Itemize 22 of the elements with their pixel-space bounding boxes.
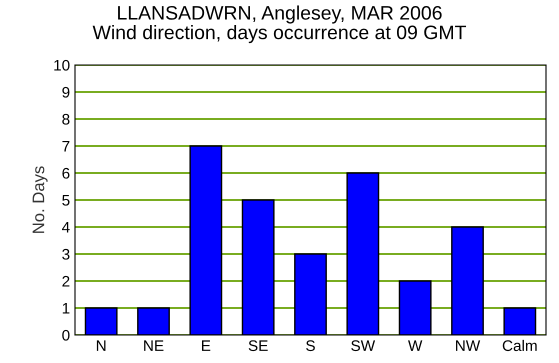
x-tick-label: E (202, 340, 210, 351)
x-tick-label: S (306, 340, 315, 352)
y-tick-label: 7 (62, 141, 70, 152)
x-tick-label: NE (144, 340, 164, 351)
x-tick-label: Calm (502, 340, 537, 352)
y-tick-label: 4 (62, 222, 70, 233)
y-axis-title: No. Days (32, 166, 48, 233)
y-tick-label: 9 (62, 86, 70, 98)
y-tick-label: 2 (62, 276, 70, 287)
x-tick-label: NW (456, 340, 480, 351)
x-tick-label: SW (351, 340, 376, 352)
y-tick-label: 6 (62, 168, 70, 179)
y-tick-label: 0 (62, 330, 70, 341)
y-tick-label: 5 (62, 195, 70, 206)
y-tick-label: 10 (54, 60, 70, 71)
x-tick-label: W (408, 340, 422, 351)
y-tick-label: 8 (62, 114, 70, 125)
x-tick-label: SE (248, 340, 268, 352)
x-tick-label: N (96, 340, 106, 351)
y-tick-label: 3 (62, 248, 70, 260)
y-tick-label: 1 (62, 303, 70, 314)
chart-title: LLANSADWRN, Anglesey, MAR 2006 Wind direction, days occurrence at 09 GMT (92, 5, 466, 44)
